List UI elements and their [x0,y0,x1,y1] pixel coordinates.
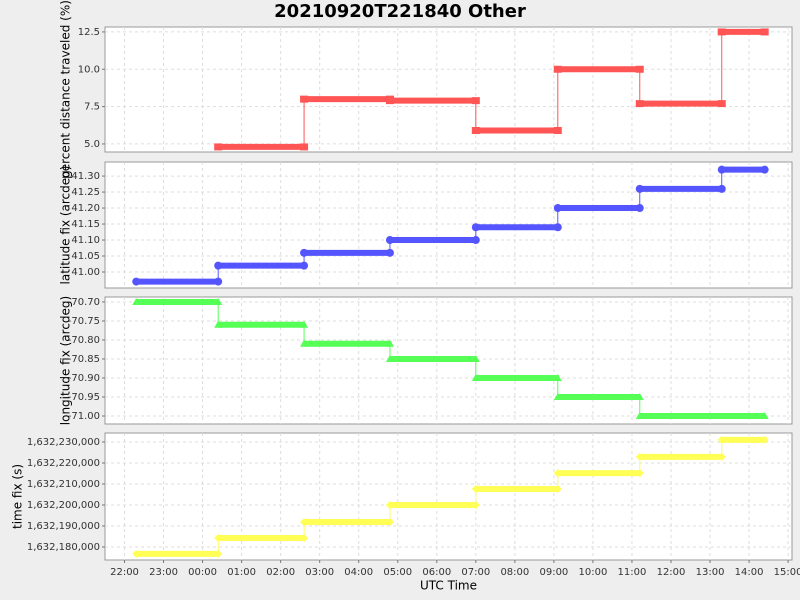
x-tick-label: 14:00 [735,567,764,578]
x-tick-label: 09:00 [539,567,568,578]
x-tick-label: 11:00 [618,567,647,578]
y-axis-label: time fix (s) [11,464,25,529]
y-tick-label: 41.10 [71,235,100,246]
x-tick-label: 15:00 [774,567,800,578]
marker [760,28,769,36]
marker [717,165,726,174]
y-tick-label: 41.25 [71,187,100,198]
marker [635,393,644,401]
x-tick-label: 05:00 [383,567,412,578]
marker [214,533,223,542]
marker [553,65,562,73]
marker [635,452,644,461]
marker [132,549,141,558]
marker [300,339,309,347]
y-axis-label: latitude fix (arcdeg) [59,166,73,285]
y-tick-label: 1,632,220,000 [27,458,100,469]
marker [471,485,480,494]
marker [553,204,562,213]
y-tick-label: 41.05 [71,251,100,262]
x-tick-label: 03:00 [305,567,334,578]
x-tick-label: 02:00 [266,567,295,578]
marker [471,354,480,362]
y-axis-label: longitude fix (arcdeg) [59,296,73,425]
marker [760,412,769,420]
y-tick-label: 5.0 [84,139,100,150]
x-tick-label: 08:00 [500,567,529,578]
marker [385,97,394,105]
x-tick-label: 00:00 [188,567,217,578]
y-tick-label: -70.85 [68,354,100,365]
marker [214,261,223,270]
y-tick-label: 1,632,200,000 [27,500,100,511]
x-tick-label: 06:00 [422,567,451,578]
y-tick-label: 1,632,210,000 [27,479,100,490]
x-tick-label: 10:00 [579,567,608,578]
y-axis-label: percent distance traveled (%) [59,0,73,179]
y-tick-label: 12.5 [78,27,100,38]
plot-area [104,161,793,289]
y-tick-label: -70.75 [68,316,100,327]
x-tick-label: 04:00 [344,567,373,578]
marker [717,435,726,444]
x-tick-label: 12:00 [657,567,686,578]
marker [553,373,562,381]
marker [553,469,562,478]
marker [300,320,309,328]
marker [385,354,394,362]
y-tick-label: 41.00 [71,267,100,278]
y-tick-label: -70.95 [68,392,100,403]
plot-area [104,432,793,561]
marker [300,248,309,257]
marker [471,373,480,381]
marker [385,339,394,347]
x-tick-label: 07:00 [461,567,490,578]
x-tick-label: 22:00 [110,567,139,578]
y-tick-label: 7.5 [84,102,100,113]
y-tick-label: 41.20 [71,203,100,214]
chart-title: 20210920T221840 Other [274,1,526,22]
marker [214,320,223,328]
y-tick-label: 1,632,190,000 [27,521,100,532]
marker [553,393,562,401]
plot-area [104,26,793,153]
marker [760,435,769,444]
marker [214,143,223,151]
marker [471,223,480,232]
y-tick-label: -70.80 [68,335,100,346]
x-tick-label: 01:00 [227,567,256,578]
marker [471,126,480,134]
marker [760,165,769,174]
marker [635,184,644,193]
marker [717,28,726,36]
y-tick-label: 41.15 [71,219,100,230]
marker [300,95,309,103]
y-tick-label: 1,632,180,000 [27,542,100,553]
y-tick-label: 41.30 [71,171,100,182]
x-axis-label: UTC Time [420,579,477,593]
marker [385,236,394,245]
y-tick-label: -71.00 [68,411,100,422]
y-tick-label: 1,632,230,000 [27,437,100,448]
marker [132,297,141,305]
y-tick-label: -70.90 [68,373,100,384]
marker [385,501,394,510]
marker [300,518,309,527]
y-tick-label: -70.70 [68,297,100,308]
marker [635,100,644,108]
x-tick-label: 23:00 [149,567,178,578]
marker [132,277,141,286]
y-tick-label: 10.0 [78,64,100,75]
marker [214,297,223,305]
x-tick-label: 13:00 [696,567,725,578]
marker [635,412,644,420]
